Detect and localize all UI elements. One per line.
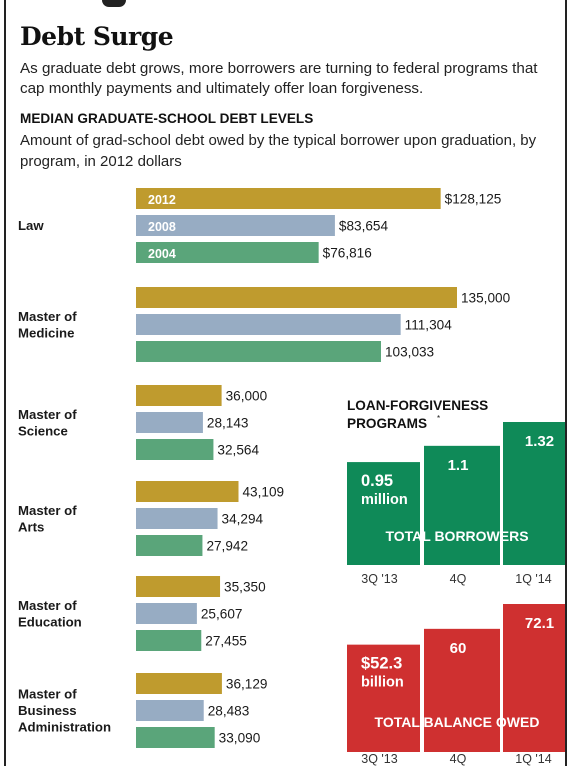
top-edge-mark xyxy=(102,0,126,7)
bar-value-label: 33,090 xyxy=(219,731,261,746)
program-bar xyxy=(503,422,565,565)
category-label: Science xyxy=(18,423,68,438)
bar-2008 xyxy=(136,215,335,236)
bar-year-label: 2004 xyxy=(148,247,176,261)
loan-forgiveness-title-line: PROGRAMS xyxy=(347,416,427,431)
bar-2012 xyxy=(136,481,239,502)
bar-year-label: 2012 xyxy=(148,193,176,207)
bar-2012 xyxy=(136,188,441,209)
category-label: Administration xyxy=(18,720,111,735)
category-label: Master of xyxy=(18,687,77,702)
bar-value-label: 36,000 xyxy=(226,389,268,404)
bar-value-label: 28,483 xyxy=(208,704,250,719)
bar-value-label: 36,129 xyxy=(226,677,268,692)
bar-2012 xyxy=(136,287,457,308)
program-value-label: 1.32 xyxy=(525,433,554,450)
bar-value-label: $83,654 xyxy=(339,219,389,234)
quarter-label: 4Q xyxy=(450,752,467,766)
bar-2008 xyxy=(136,700,204,721)
quarter-label: 1Q '14 xyxy=(515,752,551,766)
quarter-label: 4Q xyxy=(450,572,467,586)
category-label: Education xyxy=(18,614,82,629)
bar-value-label: 103,033 xyxy=(385,345,434,360)
chart-title: MEDIAN GRADUATE-SCHOOL DEBT LEVELS xyxy=(20,111,314,126)
category-label: Master of xyxy=(18,407,77,422)
program-unit-label: million xyxy=(361,492,408,508)
program-unit-label: billion xyxy=(361,675,404,691)
bar-2004 xyxy=(136,535,203,556)
bar-2012 xyxy=(136,385,222,406)
program-bar xyxy=(347,644,420,752)
bar-value-label: 43,109 xyxy=(243,485,285,500)
bar-2004 xyxy=(136,341,381,362)
program-bar xyxy=(424,628,500,752)
program-value-label: 72.1 xyxy=(525,615,554,632)
bar-2008 xyxy=(136,314,401,335)
infographic-frame: Debt Surge As graduate debt grows, more … xyxy=(4,0,567,766)
panel-label: TOTAL BALANCE OWED xyxy=(375,714,540,730)
bar-value-label: 34,294 xyxy=(222,512,264,527)
quarter-label: 1Q '14 xyxy=(515,572,551,586)
category-label: Master of xyxy=(18,503,77,518)
program-value-label: 1.1 xyxy=(448,457,469,474)
bar-year-label: 2008 xyxy=(148,220,176,234)
program-bar xyxy=(424,445,500,565)
program-value-label: 60 xyxy=(450,640,467,657)
footnote-mark: * xyxy=(437,414,440,423)
program-bar xyxy=(347,462,420,565)
bar-value-label: 135,000 xyxy=(461,291,511,306)
bar-2004 xyxy=(136,727,215,748)
program-bar xyxy=(503,604,565,752)
category-label: Arts xyxy=(18,519,44,534)
loan-forgiveness-title-line: LOAN-FORGIVENESS xyxy=(347,398,488,413)
panel-label: TOTAL BORROWERS xyxy=(385,528,528,544)
category-label: Law xyxy=(18,218,44,233)
program-value-label: $52.3 xyxy=(361,655,402,673)
bar-2008 xyxy=(136,412,203,433)
bar-value-label: 32,564 xyxy=(217,443,259,458)
bar-value-label: 111,304 xyxy=(405,318,453,333)
bar-2004 xyxy=(136,439,214,460)
chart-description: Amount of grad-school debt owed by the t… xyxy=(20,132,537,170)
bar-value-label: $128,125 xyxy=(445,192,502,207)
bar-2004 xyxy=(136,630,202,651)
bar-2012 xyxy=(136,673,222,694)
bar-2008 xyxy=(136,603,197,624)
bar-value-label: $76,816 xyxy=(323,246,372,261)
quarter-label: 3Q '13 xyxy=(361,752,397,766)
quarter-label: 3Q '13 xyxy=(361,572,397,586)
category-label: Medicine xyxy=(18,325,74,340)
program-value-label: 0.95 xyxy=(361,472,393,490)
page-subtitle: As graduate debt grows, more borrowers a… xyxy=(20,60,538,97)
category-label: Master of xyxy=(18,598,77,613)
bar-value-label: 27,455 xyxy=(205,634,247,649)
bar-2004 xyxy=(136,242,319,263)
category-label: Master of xyxy=(18,309,77,324)
debt-chart: $128,125 2012 $83,654 2008 $76,816 2004 Law 135… xyxy=(18,188,565,766)
bar-value-label: 35,350 xyxy=(224,580,266,595)
page-title: Debt Surge xyxy=(20,22,174,51)
bar-2012 xyxy=(136,576,221,597)
bar-value-label: 27,942 xyxy=(206,539,248,554)
category-label: Business xyxy=(18,703,77,718)
bar-2008 xyxy=(136,508,218,529)
bar-value-label: 25,607 xyxy=(201,607,243,622)
bar-value-label: 28,143 xyxy=(207,416,249,431)
